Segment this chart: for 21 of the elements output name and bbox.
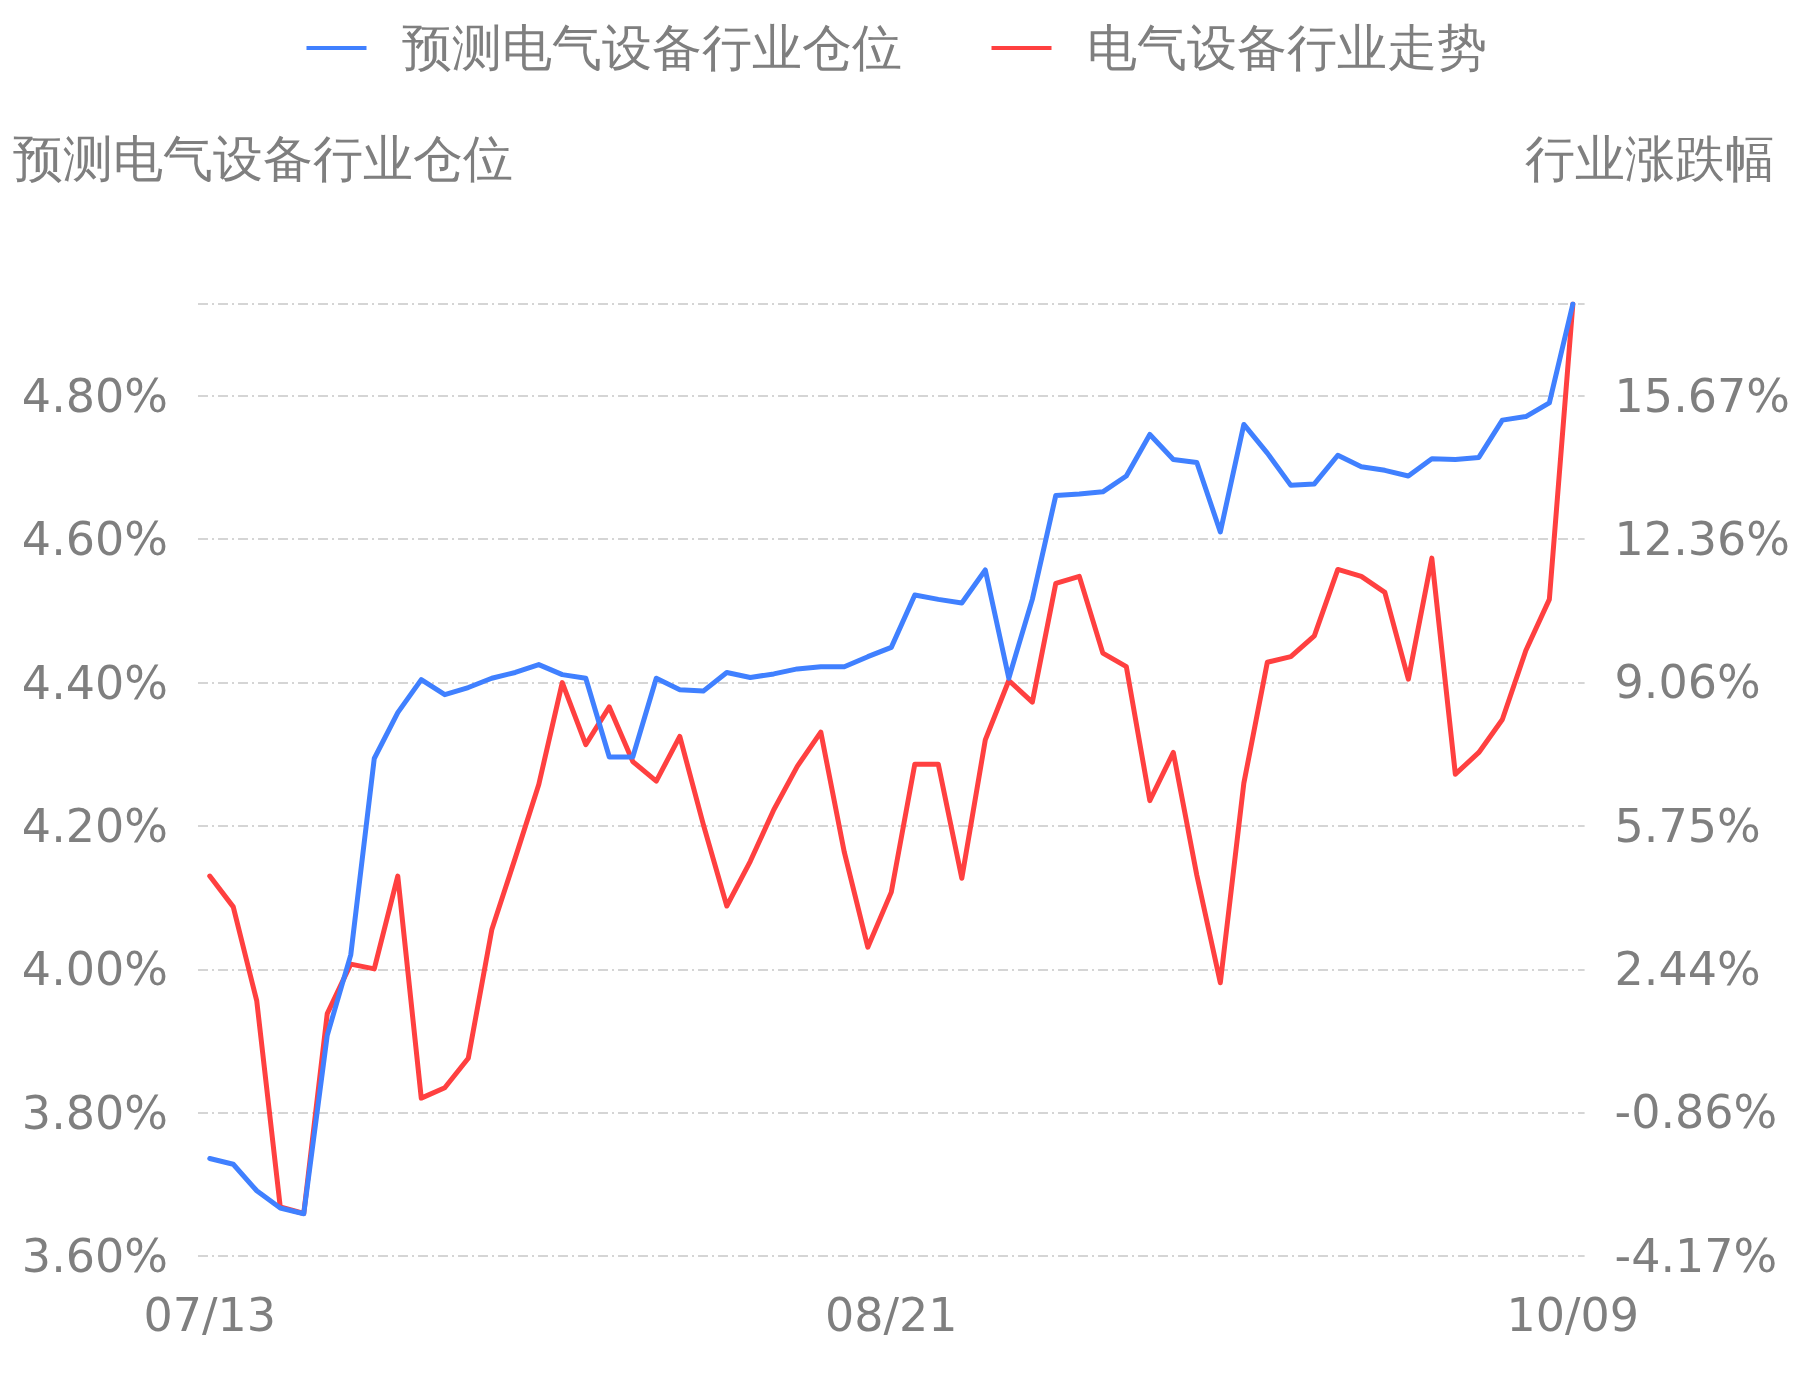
y2-tick-label: -0.86% (1614, 1085, 1778, 1140)
y2-tick-label: -4.17% (1614, 1229, 1778, 1283)
x-tick-label: 08/21 (825, 1288, 958, 1342)
legend-label: 预测电气设备行业仓位 (401, 19, 902, 77)
y2-tick-label: 9.06% (1614, 655, 1761, 710)
y-axis-title: 预测电气设备行业仓位 (13, 130, 513, 188)
y-tick-label: 4.00% (21, 942, 168, 997)
x-tick-label: 07/13 (143, 1288, 277, 1342)
y2-tick-label: 15.67% (1614, 368, 1791, 423)
y2-tick-label: 5.75% (1614, 798, 1761, 853)
y-tick-label: 4.20% (21, 798, 168, 853)
y2-axis-title: 行业涨跌幅 (1524, 130, 1775, 188)
y-tick-label: 4.80% (21, 368, 168, 423)
y-tick-label: 3.80% (21, 1085, 168, 1140)
y-tick-label: 3.60% (21, 1229, 168, 1283)
legend-label: 电气设备行业走势 (1086, 19, 1487, 77)
y-tick-label: 4.60% (21, 512, 168, 567)
x-tick-label: 10/09 (1506, 1288, 1640, 1342)
y2-tick-label: 2.44% (1614, 942, 1761, 997)
y2-tick-label: 12.36% (1614, 512, 1791, 567)
y-tick-label: 4.40% (21, 655, 168, 710)
